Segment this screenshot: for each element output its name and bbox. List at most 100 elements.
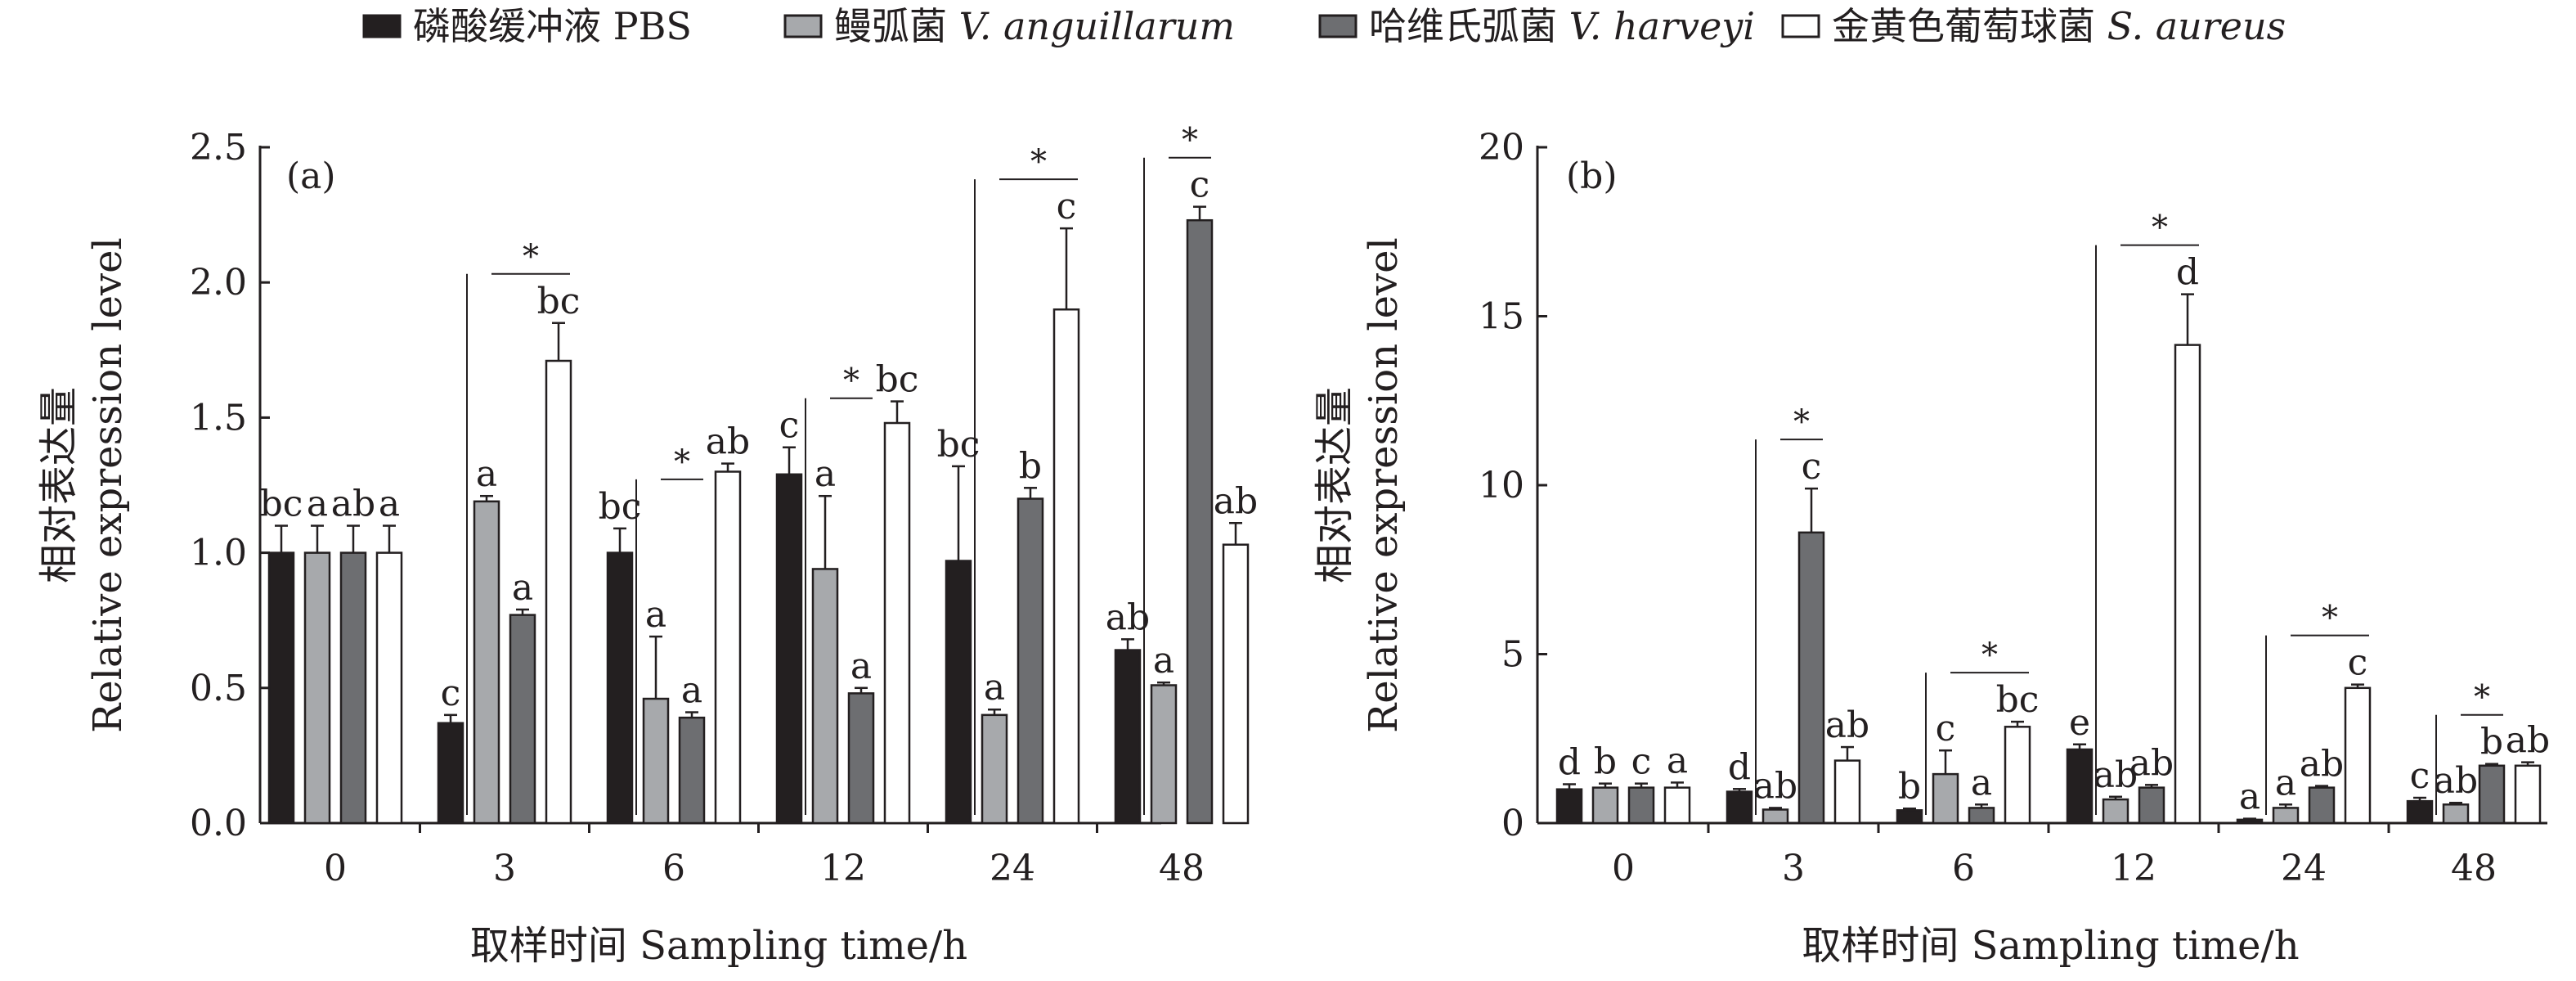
significance-star: *: [2322, 600, 2338, 637]
y-tick-label: 10: [1479, 465, 1524, 506]
bar-v-harveyi: [678, 716, 706, 825]
x-tick-label: 48: [2451, 848, 2497, 889]
significance-letter: ab: [331, 484, 375, 525]
significance-star: *: [1793, 403, 1810, 441]
significance-letter: ab: [706, 421, 750, 463]
bar-s-aureus: [2004, 726, 2031, 825]
bar-pbs: [2236, 818, 2264, 825]
bar-s-aureus: [1833, 759, 1861, 825]
significance-letter: a: [307, 484, 328, 525]
significance-letter: c: [1802, 446, 1822, 488]
significance-letter: a: [850, 646, 872, 687]
x-tick-label: 0: [324, 848, 347, 889]
significance-letter: a: [1153, 640, 1174, 682]
significance-star: *: [2152, 209, 2168, 247]
y-tick-label: 2.5: [190, 127, 247, 169]
significance-letter: b: [2480, 722, 2503, 763]
significance-star: *: [843, 362, 859, 400]
bar-pbs: [606, 551, 634, 825]
bar-s-aureus: [714, 470, 742, 825]
y-tick-label: 0.5: [190, 668, 247, 709]
legend-sci-1: V. anguillarum: [959, 4, 1235, 48]
significance-letter: ab: [2300, 744, 2344, 785]
significance-letter: d: [1558, 742, 1581, 784]
bar-s-aureus: [545, 359, 572, 825]
bar-s-aureus: [2514, 764, 2542, 825]
significance-letter: a: [379, 484, 400, 525]
significance-letter: a: [984, 667, 1005, 709]
significance-letter: a: [645, 594, 666, 636]
bar-v-harveyi: [2478, 764, 2506, 825]
significance-letter: c: [1190, 164, 1210, 206]
legend-swatch-3: [1781, 14, 1820, 38]
x-tick-label: 12: [2111, 848, 2156, 889]
legend-entry-2: 哈维氏弧菌 V. harveyi: [1369, 4, 1755, 48]
bar-s-aureus: [2174, 344, 2201, 825]
significance-letter: bc: [599, 486, 642, 528]
bar-v-harveyi: [509, 614, 536, 825]
y-axis-title-cn: 相对表达量: [36, 387, 82, 583]
bar-v-anguillarum: [2272, 807, 2300, 825]
bar-s-aureus: [1052, 308, 1080, 825]
significance-letter: d: [1728, 746, 1751, 788]
x-tick-label: 3: [1782, 848, 1805, 889]
x-tick-label: 12: [820, 848, 866, 889]
significance-letter: c: [2410, 755, 2430, 797]
significance-letter: a: [512, 567, 533, 609]
significance-letter: bc: [260, 484, 303, 525]
panel-label: (b): [1566, 155, 1618, 197]
bar-pbs: [437, 722, 464, 825]
significance-letter: ab: [1214, 480, 1258, 522]
x-axis-title: 取样时间 Sampling time/h: [1802, 923, 2299, 969]
bar-pbs: [1114, 649, 1142, 825]
legend-swatch-2: [1318, 14, 1358, 38]
significance-letter: c: [779, 405, 800, 447]
x-tick-label: 48: [1159, 848, 1205, 889]
significance-letter: b: [1019, 445, 1042, 487]
bar-v-anguillarum: [1150, 684, 1178, 825]
x-axis-title: 取样时间 Sampling time/h: [470, 923, 967, 969]
significance-letter: c: [441, 673, 461, 714]
legend-swatch-0: [362, 14, 402, 38]
bar-pbs: [775, 473, 803, 825]
y-axis-title-en: Relative expression level: [1361, 237, 1407, 733]
significance-letter: e: [2069, 702, 2090, 744]
significance-star: *: [1030, 143, 1047, 181]
y-tick-label: 15: [1479, 296, 1524, 338]
bar-v-harveyi: [339, 551, 367, 825]
y-tick-label: 20: [1479, 127, 1524, 169]
significance-letter: ab: [2129, 742, 2174, 784]
legend-swatch-1: [783, 14, 823, 38]
significance-letter: a: [681, 670, 702, 712]
y-tick-label: 0.0: [190, 803, 247, 844]
significance-letter: ab: [1825, 704, 1869, 746]
legend-entry-3: 金黄色葡萄球菌 S. aureus: [1832, 4, 2286, 48]
bar-s-aureus: [883, 421, 911, 825]
significance-letter: b: [1898, 766, 1921, 808]
y-tick-label: 0: [1501, 803, 1524, 844]
bar-v-anguillarum: [811, 568, 839, 825]
legend-cn-3: 金黄色葡萄球菌: [1832, 4, 2107, 48]
bar-pbs: [1896, 809, 1923, 825]
significance-letter: ab: [2506, 720, 2550, 762]
bar-v-harveyi: [1968, 807, 1995, 825]
bar-v-harveyi: [2138, 786, 2165, 825]
significance-letter: a: [815, 453, 836, 495]
y-tick-label: 5: [1501, 634, 1524, 676]
significance-letter: a: [1667, 740, 1688, 781]
significance-letter: bc: [937, 424, 981, 466]
significance-letter: a: [2239, 776, 2260, 818]
y-axis-title-en: Relative expression level: [85, 237, 131, 733]
x-tick-label: 6: [662, 848, 685, 889]
significance-letter: d: [2176, 252, 2199, 294]
bar-v-harveyi: [1186, 218, 1214, 825]
bar-v-harveyi: [1016, 497, 1044, 825]
bar-v-harveyi: [1797, 531, 1825, 825]
bar-pbs: [2406, 799, 2434, 825]
bar-v-anguillarum: [303, 551, 331, 825]
significance-letter: c: [1057, 186, 1077, 227]
y-tick-label: 1.0: [190, 533, 247, 574]
significance-letter: a: [476, 453, 497, 495]
bar-s-aureus: [1663, 786, 1691, 825]
